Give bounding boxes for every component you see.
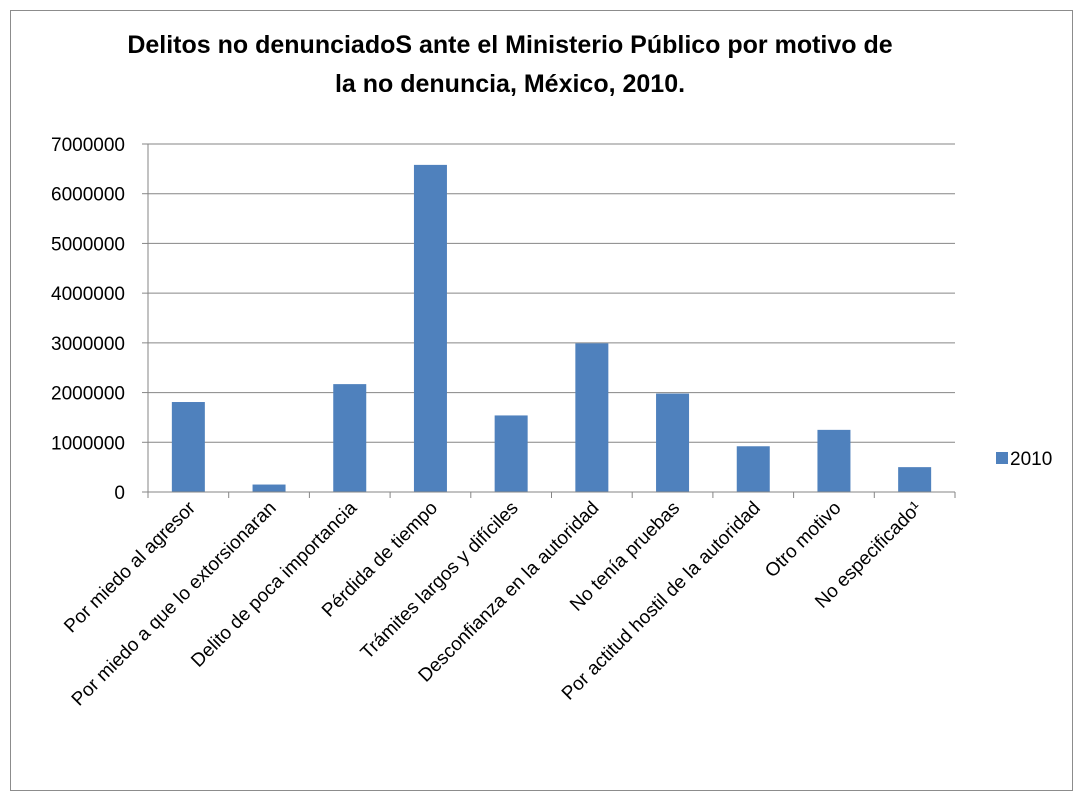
y-tick-label: 2000000: [51, 384, 125, 405]
bars: [171, 164, 932, 492]
bar: [736, 446, 770, 492]
axes: [142, 143, 956, 498]
bar: [898, 467, 932, 492]
x-tick-label: Delito de poca importancia: [187, 497, 361, 671]
bar: [252, 484, 286, 492]
y-tick-label: 5000000: [51, 234, 125, 255]
bar: [333, 384, 367, 492]
bar: [817, 429, 851, 492]
x-tick-label: Otro motivo: [761, 498, 845, 582]
x-tick-label: Por miedo al agresor: [60, 497, 200, 637]
bar: [413, 164, 447, 492]
chart-area: [10, 10, 1073, 791]
chart-title: Delitos no denunciadoS ante el Ministeri…: [127, 31, 893, 98]
y-tick-labels: 0 1000000 2000000 3000000 4000000 5000000 6000…: [51, 135, 125, 504]
y-tick-label: 4000000: [51, 284, 125, 305]
legend-swatch: [996, 452, 1008, 464]
gridlines: [148, 143, 955, 443]
legend-label: 2010: [1010, 449, 1052, 470]
bar: [494, 415, 528, 492]
y-tick-label: 1000000: [51, 433, 125, 454]
bar: [656, 393, 690, 492]
y-tick-label: 6000000: [51, 185, 125, 206]
bar: [575, 343, 609, 492]
x-tick-label: Trámites largos y difíciles: [357, 498, 523, 664]
y-tick-label: 3000000: [51, 334, 125, 355]
bar: [171, 402, 205, 492]
y-tick-label: 7000000: [51, 135, 125, 156]
y-tick-label: 0: [114, 483, 125, 504]
legend: 2010: [996, 449, 1052, 470]
